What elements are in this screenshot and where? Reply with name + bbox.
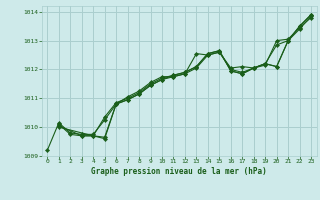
X-axis label: Graphe pression niveau de la mer (hPa): Graphe pression niveau de la mer (hPa) (91, 167, 267, 176)
